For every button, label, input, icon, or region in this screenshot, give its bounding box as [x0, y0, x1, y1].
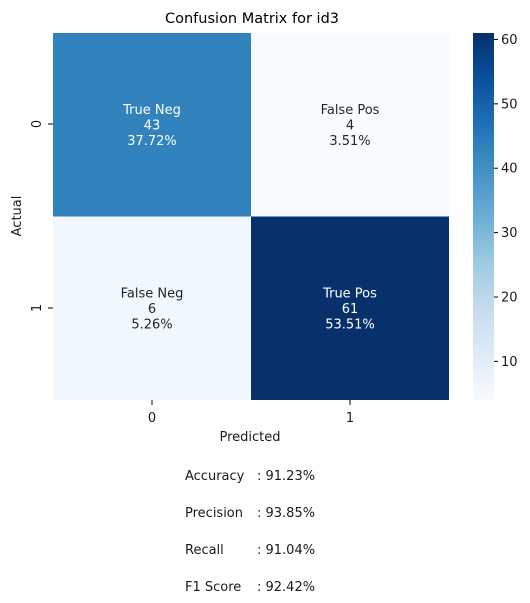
- x-axis: 0 1 Predicted: [148, 400, 354, 445]
- heatmap-cell-0-1: [251, 33, 449, 217]
- cell-annotation-0-0-line-1: 43: [144, 118, 161, 133]
- metric-value-0: : 91.23%: [257, 469, 315, 484]
- x-tick-label-1: 1: [346, 411, 354, 426]
- cell-annotation-0-0-line-2: 37.72%: [127, 134, 177, 149]
- colorbar-tick-label-0: 10: [501, 355, 518, 370]
- x-axis-label: Predicted: [219, 430, 280, 445]
- cell-annotation-1-0-line-0: False Neg: [121, 286, 184, 301]
- colorbar-tick-label-2: 30: [501, 226, 518, 241]
- heatmap-cell-0-0: [53, 33, 251, 217]
- cell-annotation-1-1-line-0: True Pos: [322, 286, 377, 301]
- y-axis: 0 1 Actual: [10, 120, 53, 312]
- colorbar-gradient: [473, 33, 494, 400]
- metric-label-1: Precision: [185, 506, 243, 521]
- colorbar-tick-label-4: 50: [501, 97, 518, 112]
- cell-annotation-1-0-line-2: 5.26%: [131, 317, 172, 332]
- colorbar-tick-label-3: 40: [501, 162, 518, 177]
- colorbar: 10 20 30 40 50 60: [473, 33, 518, 400]
- colorbar-ticks: 10 20 30 40 50 60: [494, 33, 518, 370]
- cell-annotation-0-1-line-2: 3.51%: [329, 134, 370, 149]
- cell-annotation-1-1-line-1: 61: [342, 302, 359, 317]
- y-axis-label: Actual: [10, 196, 25, 237]
- heatmap-cell-1-1: [251, 216, 449, 400]
- colorbar-tick-label-5: 60: [501, 33, 518, 48]
- cell-annotation-1-1-line-2: 53.51%: [325, 317, 375, 332]
- metric-label-0: Accuracy: [185, 469, 245, 484]
- cell-annotation-0-1-line-0: False Pos: [321, 103, 380, 118]
- y-tick-label-0: 0: [30, 120, 45, 128]
- metric-label-3: F1 Score: [185, 580, 241, 595]
- cell-annotation-1-0-line-1: 6: [148, 302, 156, 317]
- colorbar-tick-label-1: 20: [501, 290, 518, 305]
- heatmap-cell-1-0: [53, 216, 251, 400]
- x-tick-label-0: 0: [148, 411, 156, 426]
- y-tick-label-1: 1: [30, 304, 45, 312]
- metric-label-2: Recall: [185, 543, 224, 558]
- metric-value-1: : 93.85%: [257, 506, 315, 521]
- metric-value-3: : 92.42%: [257, 580, 315, 595]
- cell-annotation-0-1-line-1: 4: [346, 118, 354, 133]
- metric-value-2: : 91.04%: [257, 543, 315, 558]
- metrics-block: Accuracy : 91.23% Precision : 93.85% Recal…: [185, 469, 315, 595]
- chart-title: Confusion Matrix for id3: [165, 11, 339, 27]
- cell-annotation-0-0-line-0: True Neg: [122, 103, 181, 118]
